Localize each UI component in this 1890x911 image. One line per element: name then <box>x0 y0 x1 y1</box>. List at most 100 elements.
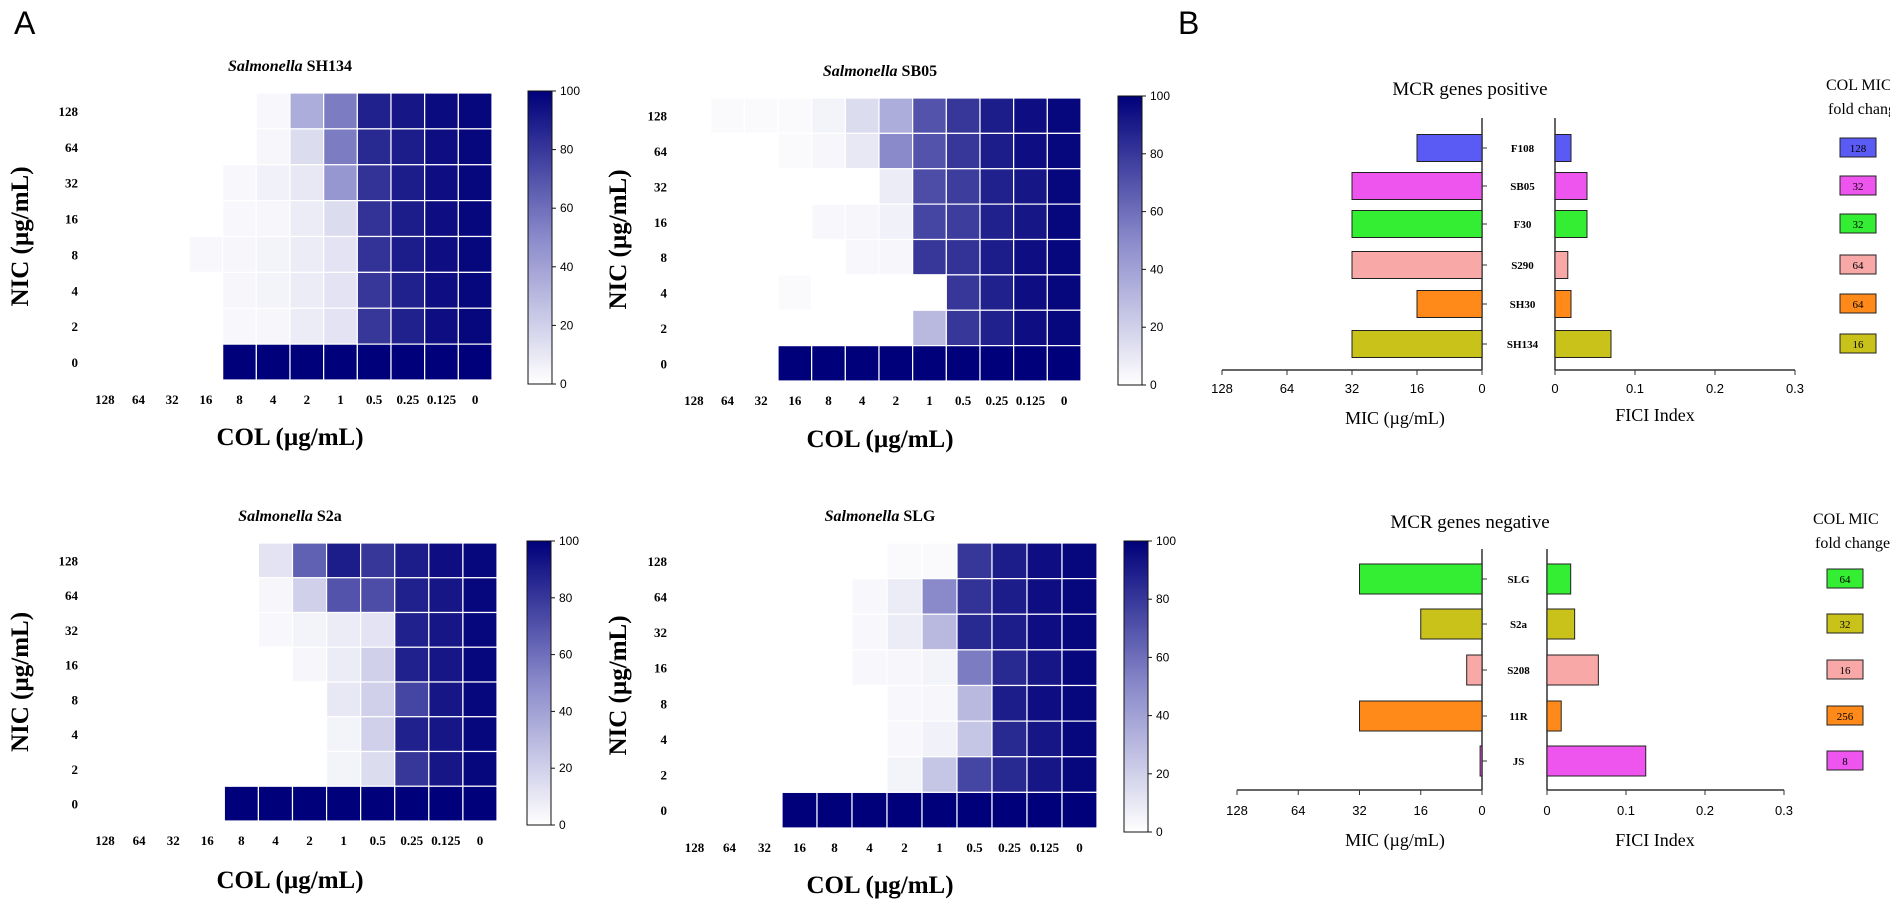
heatmap-cell <box>956 613 993 651</box>
heatmap-cell <box>255 271 291 309</box>
heatmap-cell <box>356 343 392 381</box>
heatmap-cell <box>121 750 157 787</box>
heatmap-cell <box>886 613 923 651</box>
heatmap-cell <box>257 577 294 614</box>
heatmap-cell <box>777 238 813 276</box>
heatmap-cell <box>428 611 464 648</box>
category-label: SB05 <box>1510 181 1535 193</box>
heatmap-cell <box>781 613 818 651</box>
heatmap-cell <box>1061 613 1098 651</box>
y-tick-label: 4 <box>661 286 668 301</box>
heatmap-cell <box>223 611 260 648</box>
fold-change-label: 32 <box>1840 619 1851 631</box>
mic-tick-label: 128 <box>1211 381 1233 396</box>
fici-axis-label: FICI Index <box>1615 830 1695 850</box>
heatmap-cell <box>1046 168 1082 205</box>
heatmap-cell <box>390 92 426 130</box>
heatmap-cell <box>291 646 328 683</box>
heatmap-cell <box>676 578 713 615</box>
heatmap-cell <box>121 681 157 718</box>
heatmap-cell <box>710 132 745 170</box>
heatmap-cell <box>979 97 1015 134</box>
heatmap-cell <box>1026 756 1063 793</box>
heatmap-cell <box>912 132 947 170</box>
heatmap-cell <box>87 716 123 753</box>
heatmap-cell <box>676 613 713 651</box>
heatmap-cell <box>325 611 362 648</box>
heatmap-cell <box>851 684 888 722</box>
heatmap-title-strain: SH134 <box>303 58 352 75</box>
heatmap-cell <box>816 649 853 687</box>
heatmap-cell <box>1061 684 1098 722</box>
x-tick-label: 8 <box>238 833 245 848</box>
heatmap-cell <box>851 756 888 793</box>
heatmap-title-genus: Salmonella <box>228 58 303 75</box>
x-tick-label: 64 <box>723 840 737 855</box>
mic-tick-label: 32 <box>1345 381 1359 396</box>
heatmap-cell <box>878 274 914 311</box>
heatmap-cell <box>255 92 291 130</box>
heatmap-cell <box>424 200 459 238</box>
fold-change-box <box>1826 750 1864 771</box>
y-tick-label: 8 <box>661 250 668 265</box>
x-tick-label: 2 <box>306 833 313 848</box>
x-tick-label: 0.5 <box>370 833 387 848</box>
heatmap-slg: Salmonella SLG 128 64 32 16 8 4 2 1 0.5 0.25 0.125 0… <box>605 508 1176 899</box>
heatmap-cell <box>155 542 191 579</box>
heatmap-cell <box>781 756 818 793</box>
heatmap-cell <box>912 97 947 134</box>
heatmap-cell <box>743 309 779 347</box>
heatmap-cell <box>912 309 947 347</box>
mic-tick-label: 0 <box>1478 803 1485 818</box>
y-tick-label: 8 <box>661 696 668 711</box>
fold-change-label: 256 <box>1837 711 1854 723</box>
panel-b-letter: B <box>1178 5 1199 41</box>
heatmap-cell <box>356 92 392 130</box>
heatmap-cell <box>710 309 745 347</box>
heatmap-cell <box>844 345 880 382</box>
heatmap-cell <box>1013 168 1048 205</box>
heatmap-cell <box>87 785 123 822</box>
category-label: S290 <box>1511 260 1534 272</box>
x-tick-label: 64 <box>721 393 735 408</box>
heatmap-cell <box>945 168 981 205</box>
y-tick-label: 64 <box>65 588 79 603</box>
heatmap-cell <box>878 168 914 205</box>
heatmap-cell <box>223 750 260 787</box>
heatmap-cell <box>956 578 993 615</box>
heatmap-cell <box>921 791 958 829</box>
x-tick-label: 8 <box>236 392 243 407</box>
colorbar-tick-label: 40 <box>559 704 573 718</box>
heatmap-cell <box>394 681 430 718</box>
heatmap-cell <box>711 791 748 829</box>
category-label: SLG <box>1507 574 1529 586</box>
fold-change-box <box>1839 213 1877 234</box>
x-tick-label: 0.25 <box>985 393 1008 408</box>
heatmap-cell <box>289 343 325 381</box>
heatmap-cell <box>811 203 846 241</box>
x-tick-label: 0 <box>1061 393 1068 408</box>
heatmap-cell <box>255 200 291 238</box>
heatmap-cell <box>676 542 713 580</box>
x-tick-label: 16 <box>793 840 807 855</box>
heatmap-cell <box>390 235 426 273</box>
heatmap-cell <box>428 577 464 614</box>
heatmap-title: Salmonella SLG <box>825 508 936 525</box>
heatmap-cell <box>360 611 396 648</box>
heatmap-cell <box>743 345 779 382</box>
heatmap-cell <box>912 203 947 241</box>
heatmap-cell <box>781 720 818 758</box>
heatmap-cell <box>816 791 853 829</box>
fold-change-label: 32 <box>1853 181 1864 193</box>
heatmap-cell <box>87 128 123 166</box>
heatmap-cell <box>1026 684 1063 722</box>
heatmap-cell <box>257 716 294 753</box>
fici-bar <box>1554 172 1588 200</box>
heatmap-cell <box>189 542 225 579</box>
fold-change-box <box>1826 613 1864 634</box>
mic-axis-label: MIC (µg/mL) <box>1345 830 1445 851</box>
heatmap-cell <box>979 309 1015 347</box>
heatmap-cell <box>777 345 813 382</box>
heatmap-cell <box>1026 578 1063 615</box>
heatmap-cell <box>711 684 748 722</box>
